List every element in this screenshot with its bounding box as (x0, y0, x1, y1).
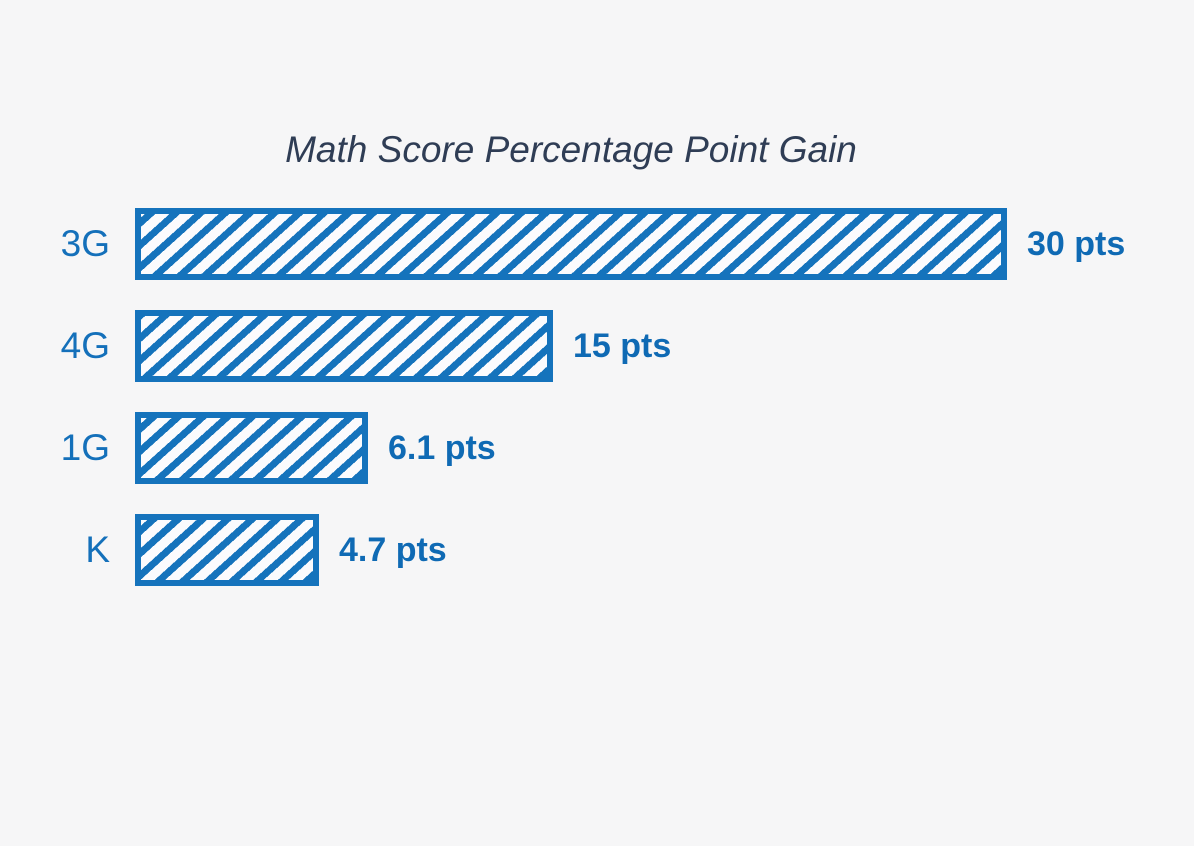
bar-row-k: K 4.7 pts (0, 514, 1194, 586)
category-label-1g: 1G (60, 427, 110, 468)
bar-row-4g: 4G 15 pts (0, 310, 1194, 382)
bar-4g (135, 310, 553, 382)
category-label-3g: 3G (60, 223, 110, 264)
value-label-k: 4.7 pts (339, 530, 447, 569)
bar-1g (135, 412, 368, 484)
value-label-3g: 30 pts (1027, 224, 1126, 263)
bar-chart: Math Score Percentage Point Gain 3G 30 p… (0, 130, 1194, 846)
value-label-1g: 6.1 pts (388, 428, 496, 467)
category-label-k: K (85, 529, 110, 570)
category-label-4g: 4G (60, 325, 110, 366)
value-label-4g: 15 pts (573, 326, 672, 365)
chart-title: Math Score Percentage Point Gain (285, 129, 857, 170)
bar-3g (135, 208, 1007, 280)
bar-row-1g: 1G 6.1 pts (0, 412, 1194, 484)
bar-row-3g: 3G 30 pts (0, 208, 1194, 280)
bar-k (135, 514, 319, 586)
